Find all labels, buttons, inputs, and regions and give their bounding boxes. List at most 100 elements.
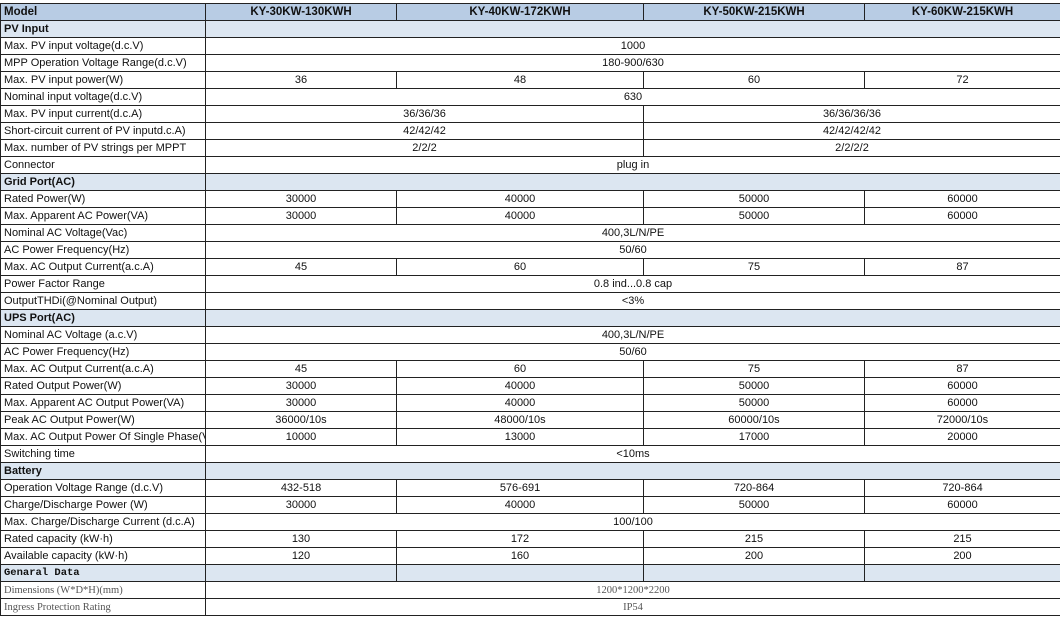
spec-value: 30000 (205, 377, 397, 395)
spec-label: Max. AC Output Power Of Single Phase(VA) (0, 428, 206, 446)
spec-value: <10ms (205, 445, 1060, 463)
spec-row: Rated Power(W) 30000 40000 50000 60000 (0, 190, 1060, 208)
section-header-row: UPS Port(AC) (0, 309, 1060, 327)
spec-value (864, 564, 1060, 582)
spec-value (643, 564, 865, 582)
model-label: Model (0, 3, 206, 21)
spec-label: Max. number of PV strings per MPPT (0, 139, 206, 157)
spec-value: 45 (205, 360, 397, 378)
spec-value: 180-900/630 (205, 54, 1060, 72)
spec-label: Peak AC Output Power(W) (0, 411, 206, 429)
spec-row: Max. number of PV strings per MPPT 2/2/2 2… (0, 139, 1060, 157)
spec-value: 40000 (396, 190, 644, 208)
section-header-row: Battery (0, 462, 1060, 480)
spec-value: 215 (643, 530, 865, 548)
spec-label: Max. AC Output Current(a.c.A) (0, 360, 206, 378)
spec-value: 13000 (396, 428, 644, 446)
spec-value: 60000/10s (643, 411, 865, 429)
spec-row: Nominal input voltage(d.c.V) 630 (0, 88, 1060, 106)
spec-value: 42/42/42 (205, 122, 644, 140)
spec-value: 75 (643, 258, 865, 276)
spec-value: IP54 (205, 598, 1060, 616)
spec-value: <3% (205, 292, 1060, 310)
spec-value (205, 462, 1060, 480)
section-title: Battery (0, 462, 206, 480)
spec-row: Available capacity (kW·h) 120 160 200 200 (0, 547, 1060, 565)
spec-value: 48000/10s (396, 411, 644, 429)
spec-value: 720-864 (643, 479, 865, 497)
spec-row: Rated capacity (kW·h) 130 172 215 215 (0, 530, 1060, 548)
spec-row: Switching time <10ms (0, 445, 1060, 463)
spec-value (205, 173, 1060, 191)
spec-label: AC Power Frequency(Hz) (0, 241, 206, 259)
spec-label: Rated Power(W) (0, 190, 206, 208)
spec-value: 432-518 (205, 479, 397, 497)
spec-label: Operation Voltage Range (d.c.V) (0, 479, 206, 497)
spec-row: Peak AC Output Power(W) 36000/10s 48000/10… (0, 411, 1060, 429)
spec-label: Max. AC Output Current(a.c.A) (0, 258, 206, 276)
spec-label: Power Factor Range (0, 275, 206, 293)
spec-value: 40000 (396, 394, 644, 412)
spec-value: 87 (864, 360, 1060, 378)
spec-value: 30000 (205, 394, 397, 412)
spec-value: 60 (643, 71, 865, 89)
spec-value: 36000/10s (205, 411, 397, 429)
spec-label: Nominal AC Voltage (a.c.V) (0, 326, 206, 344)
spec-label: AC Power Frequency(Hz) (0, 343, 206, 361)
spec-row: AC Power Frequency(Hz) 50/60 (0, 343, 1060, 361)
spec-value: 30000 (205, 207, 397, 225)
spec-label: Max. PV input current(d.c.A) (0, 105, 206, 123)
spec-value: 2/2/2/2 (643, 139, 1060, 157)
spec-value: 72 (864, 71, 1060, 89)
spec-label: Dimensions (W*D*H)(mm) (0, 581, 206, 599)
spec-label: Rated Output Power(W) (0, 377, 206, 395)
spec-label: Max. PV input voltage(d.c.V) (0, 37, 206, 55)
section-header-row: Grid Port(AC) (0, 173, 1060, 191)
spec-value: 10000 (205, 428, 397, 446)
spec-row: AC Power Frequency(Hz) 50/60 (0, 241, 1060, 259)
spec-value: 630 (205, 88, 1060, 106)
spec-value: 36/36/36/36 (643, 105, 1060, 123)
spec-row: Max. Apparent AC Output Power(VA) 30000 40… (0, 394, 1060, 412)
model-name: KY-30KW-130KWH (205, 3, 397, 21)
spec-value: 60000 (864, 377, 1060, 395)
spec-value: 100/100 (205, 513, 1060, 531)
spec-value: 72000/10s (864, 411, 1060, 429)
spec-value: 160 (396, 547, 644, 565)
spec-value: 40000 (396, 207, 644, 225)
spec-table: Model KY-30KW-130KWH KY-40KW-172KWH KY-5… (0, 3, 1060, 616)
spec-value (396, 564, 644, 582)
spec-value: 60000 (864, 207, 1060, 225)
spec-label: Max. Apparent AC Output Power(VA) (0, 394, 206, 412)
spec-row: Max. PV input power(W) 36 48 60 72 (0, 71, 1060, 89)
spec-row: Max. PV input current(d.c.A) 36/36/36 36/3… (0, 105, 1060, 123)
spec-row: Max. AC Output Current(a.c.A) 45 60 75 87 (0, 360, 1060, 378)
spec-label: Rated capacity (kW·h) (0, 530, 206, 548)
spec-value: 200 (643, 547, 865, 565)
spec-value: 36 (205, 71, 397, 89)
spec-value: 75 (643, 360, 865, 378)
spec-value: 50000 (643, 496, 865, 514)
spec-row: Dimensions (W*D*H)(mm) 1200*1200*2200 (0, 581, 1060, 599)
section-header-row: PV Input (0, 20, 1060, 38)
spec-value: 87 (864, 258, 1060, 276)
spec-value: 45 (205, 258, 397, 276)
spec-value: 60000 (864, 394, 1060, 412)
spec-value: 400,3L/N/PE (205, 224, 1060, 242)
spec-value: 2/2/2 (205, 139, 644, 157)
header-row: Model KY-30KW-130KWH KY-40KW-172KWH KY-5… (0, 3, 1060, 21)
spec-row: Power Factor Range 0.8 ind...0.8 cap (0, 275, 1060, 293)
spec-value: 50/60 (205, 343, 1060, 361)
spec-value: 130 (205, 530, 397, 548)
spec-row: OutputTHDi(@Nominal Output) <3% (0, 292, 1060, 310)
spec-row: Rated Output Power(W) 30000 40000 50000 6000… (0, 377, 1060, 395)
model-name: KY-60KW-215KWH (864, 3, 1060, 21)
spec-value: 1000 (205, 37, 1060, 55)
spec-row: Nominal AC Voltage(Vac) 400,3L/N/PE (0, 224, 1060, 242)
spec-value: 50000 (643, 377, 865, 395)
spec-value (205, 309, 1060, 327)
spec-value: 50000 (643, 394, 865, 412)
spec-row: Connector plug in (0, 156, 1060, 174)
spec-label: Available capacity (kW·h) (0, 547, 206, 565)
section-title: UPS Port(AC) (0, 309, 206, 327)
